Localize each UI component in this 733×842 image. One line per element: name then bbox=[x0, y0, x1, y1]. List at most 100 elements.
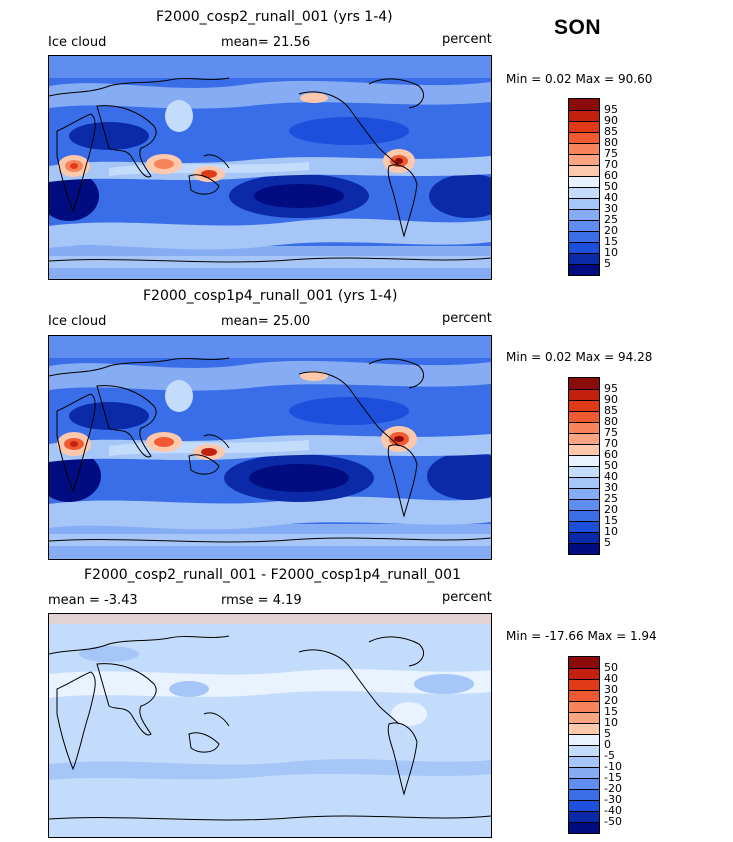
panel-3-colorbar-swatch bbox=[569, 811, 599, 822]
panel-1-colorbar-label: 95 bbox=[604, 103, 618, 116]
panel-3-colorbar-label: -30 bbox=[604, 793, 622, 806]
panel-2-colorbar-label: 30 bbox=[604, 481, 618, 494]
panel-2-colorbar-label: 5 bbox=[604, 536, 611, 549]
panel-1-colorbar-swatch bbox=[569, 220, 599, 231]
panel-2-colorbar-label: 40 bbox=[604, 470, 618, 483]
panel-3-colorbar-label: 30 bbox=[604, 683, 618, 696]
panel-1-colorbar-swatch bbox=[569, 143, 599, 154]
panel-3-colorbar-swatch bbox=[569, 679, 599, 690]
panel-3-units: percent bbox=[442, 590, 492, 605]
panel-3-colorbar-swatch bbox=[569, 712, 599, 723]
panel-1-colorbar-swatch bbox=[569, 231, 599, 242]
panel-1-colorbar-label: 70 bbox=[604, 158, 618, 171]
panel-1-colorbar-swatch bbox=[569, 198, 599, 209]
panel-2-mean: mean= 25.00 bbox=[221, 314, 311, 329]
panel-2-colorbar-swatch bbox=[569, 455, 599, 466]
panel-2-units: percent bbox=[442, 311, 492, 326]
panel-3-colorbar-label: 40 bbox=[604, 672, 618, 685]
panel-2-colorbar-swatch bbox=[569, 521, 599, 532]
panel-3-title: F2000_cosp2_runall_001 - F2000_cosp1p4_r… bbox=[84, 567, 461, 583]
panel-3-mean: mean = -3.43 bbox=[48, 593, 138, 608]
panel-1-colorbar-swatch bbox=[569, 242, 599, 253]
panel-2-title: F2000_cosp1p4_runall_001 (yrs 1-4) bbox=[143, 288, 398, 304]
panel-1-colorbar-label: 85 bbox=[604, 125, 618, 138]
panel-2-colorbar-swatch bbox=[569, 400, 599, 411]
panel-1-colorbar-label: 60 bbox=[604, 169, 618, 182]
panel-1-colorbar-label: 80 bbox=[604, 136, 618, 149]
panel-2-map-svg bbox=[49, 336, 491, 559]
panel-2-colorbar-label: 50 bbox=[604, 459, 618, 472]
panel-1-colorbar-label: 15 bbox=[604, 235, 618, 248]
panel-1-colorbar-swatch bbox=[569, 209, 599, 220]
panel-1-colorbar-label: 10 bbox=[604, 246, 618, 259]
panel-3-colorbar-label: 5 bbox=[604, 727, 611, 740]
panel-3-colorbar-label: 20 bbox=[604, 694, 618, 707]
panel-3-colorbar-swatch bbox=[569, 756, 599, 767]
panel-2-map bbox=[48, 335, 492, 560]
panel-1-map bbox=[48, 55, 492, 280]
panel-2-colorbar-label: 20 bbox=[604, 503, 618, 516]
panel-3-colorbar-swatch bbox=[569, 701, 599, 712]
panel-1-colorbar-label: 25 bbox=[604, 213, 618, 226]
panel-3-colorbar-swatch bbox=[569, 800, 599, 811]
panel-3-map-svg bbox=[49, 614, 491, 837]
panel-1-colorbar-swatch bbox=[569, 154, 599, 165]
panel-3-colorbar-label: 0 bbox=[604, 738, 611, 751]
panel-3-colorbar-swatch bbox=[569, 822, 599, 833]
panel-1-colorbar-label: 40 bbox=[604, 191, 618, 204]
panel-2-colorbar-label: 70 bbox=[604, 437, 618, 450]
panel-1-colorbar-swatch bbox=[569, 165, 599, 176]
panel-1-title: F2000_cosp2_runall_001 (yrs 1-4) bbox=[156, 9, 393, 25]
panel-3-colorbar-swatch bbox=[569, 690, 599, 701]
panel-2-colorbar-swatch bbox=[569, 378, 599, 389]
panel-1-map-svg bbox=[49, 56, 491, 279]
panel-2-colorbar-label: 95 bbox=[604, 382, 618, 395]
panel-2-colorbar-swatch bbox=[569, 532, 599, 543]
panel-1-colorbar-label: 30 bbox=[604, 202, 618, 215]
panel-3-colorbar-swatch bbox=[569, 767, 599, 778]
panel-2-colorbar-label: 85 bbox=[604, 404, 618, 417]
panel-1-colorbar-label: 75 bbox=[604, 147, 618, 160]
panel-2-colorbar-swatch bbox=[569, 444, 599, 455]
panel-3-colorbar-label: 15 bbox=[604, 705, 618, 718]
panel-2-colorbar-swatch bbox=[569, 488, 599, 499]
panel-1-colorbar-swatch bbox=[569, 176, 599, 187]
panel-2-colorbar-swatch bbox=[569, 466, 599, 477]
panel-3-colorbar-swatch bbox=[569, 657, 599, 668]
panel-3-colorbar-swatch bbox=[569, 668, 599, 679]
panel-1-colorbar-label: 20 bbox=[604, 224, 618, 237]
panel-2-colorbar bbox=[568, 377, 600, 555]
panel-1-colorbar-swatch bbox=[569, 132, 599, 143]
panel-3-colorbar-label: 50 bbox=[604, 661, 618, 674]
panel-3-minmax: Min = -17.66 Max = 1.94 bbox=[506, 629, 657, 643]
panel-1-colorbar-label: 50 bbox=[604, 180, 618, 193]
panel-3-colorbar-label: -40 bbox=[604, 804, 622, 817]
panel-1-colorbar bbox=[568, 98, 600, 276]
panel-2-colorbar-label: 10 bbox=[604, 525, 618, 538]
panel-3-colorbar-swatch bbox=[569, 789, 599, 800]
panel-3-map bbox=[48, 613, 492, 838]
panel-1-colorbar-swatch bbox=[569, 187, 599, 198]
panel-1-mean: mean= 21.56 bbox=[221, 35, 311, 50]
panel-2-colorbar-label: 25 bbox=[604, 492, 618, 505]
panel-3-colorbar-swatch bbox=[569, 723, 599, 734]
panel-2-variable-label: Ice cloud bbox=[48, 314, 107, 329]
panel-1-variable-label: Ice cloud bbox=[48, 35, 107, 50]
panel-1-colorbar-label: 90 bbox=[604, 114, 618, 127]
panel-1-colorbar-swatch bbox=[569, 99, 599, 110]
panel-3-colorbar-swatch bbox=[569, 778, 599, 789]
panel-2-colorbar-swatch bbox=[569, 433, 599, 444]
panel-3-colorbar-swatch bbox=[569, 745, 599, 756]
panel-3-rmse: rmse = 4.19 bbox=[221, 593, 302, 608]
panel-2-colorbar-swatch bbox=[569, 389, 599, 400]
panel-2-colorbar-swatch bbox=[569, 499, 599, 510]
panel-3-colorbar bbox=[568, 656, 600, 834]
panel-2-colorbar-label: 15 bbox=[604, 514, 618, 527]
panel-2-colorbar-swatch bbox=[569, 543, 599, 554]
panel-2-colorbar-label: 75 bbox=[604, 426, 618, 439]
panel-1-colorbar-swatch bbox=[569, 264, 599, 275]
panel-3-colorbar-label: 10 bbox=[604, 716, 618, 729]
panel-2-minmax: Min = 0.02 Max = 94.28 bbox=[506, 350, 653, 364]
panel-2-colorbar-swatch bbox=[569, 510, 599, 521]
panel-3-colorbar-label: -15 bbox=[604, 771, 622, 784]
